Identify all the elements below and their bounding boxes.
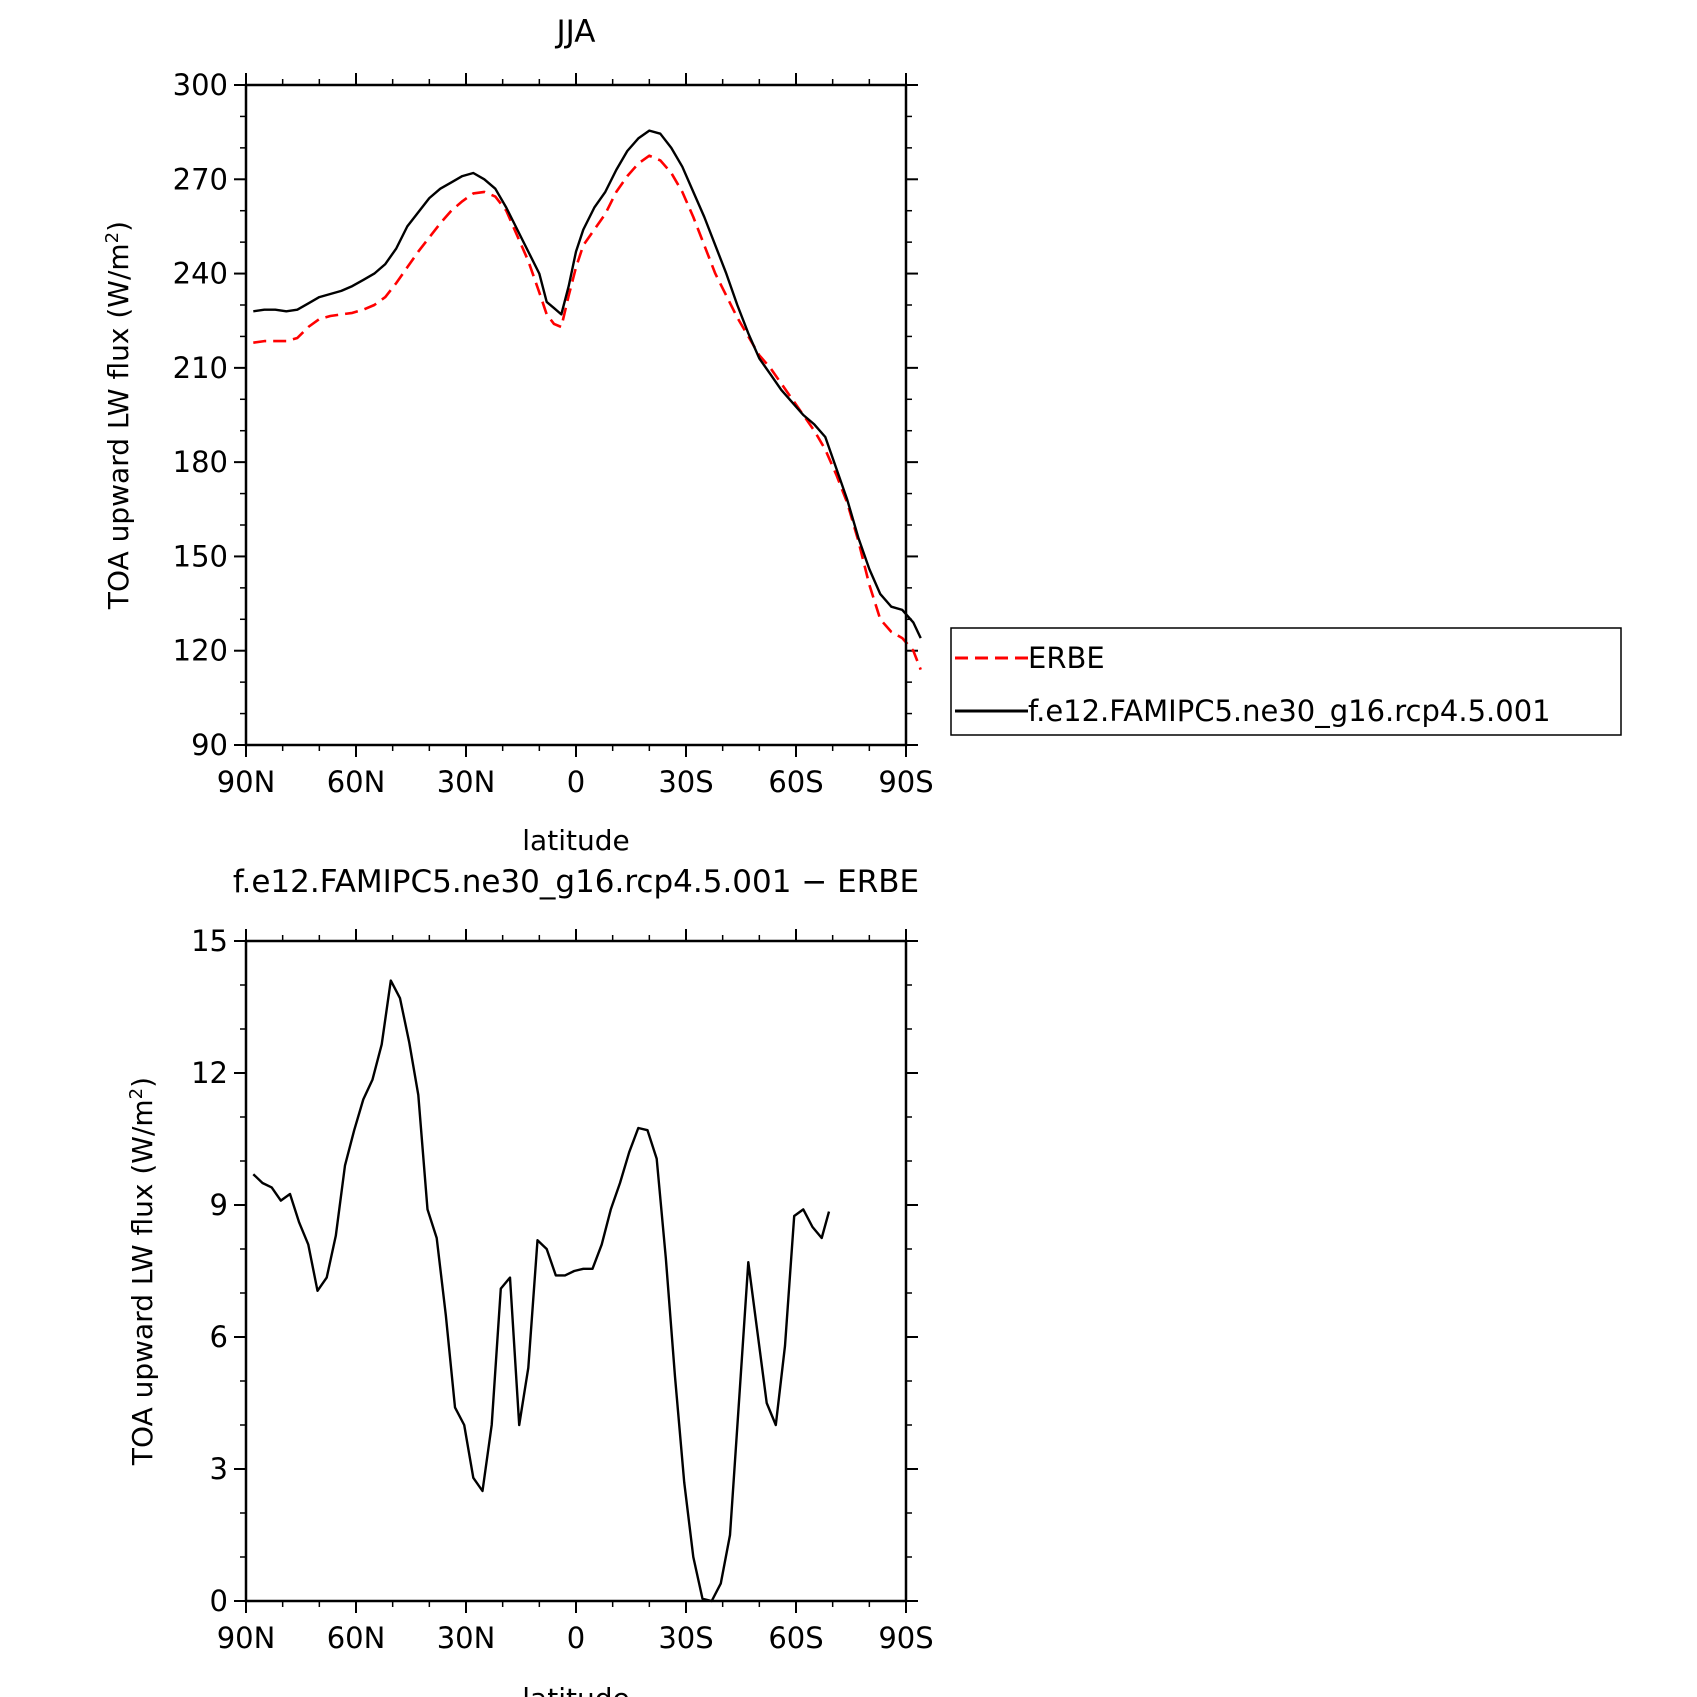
top-chart-ytick-label: 180 [173,445,228,479]
top-chart-xtick-label: 30N [437,765,496,799]
bottom-chart-ytick-label: 9 [210,1188,228,1222]
bottom-chart-ytick-label: 3 [210,1452,228,1486]
bottom-chart-xtick-label: 30S [658,1621,713,1655]
top-chart-xtick-label: 60S [768,765,823,799]
top-chart-xtick-label: 90N [217,765,276,799]
top-chart-ylabel-sup: 2 [102,232,123,243]
top-chart-ytick-label: 90 [191,728,228,762]
bottom-chart-ylabel-end: ) [126,1077,159,1088]
bottom-chart-xtick-label: 60N [327,1621,386,1655]
bottom-chart-ticks: 90N 60N 30N 0 30S 60S 90S 0 3 6 9 12 15 [191,924,934,1655]
bottom-chart-xtick-label: 90N [217,1621,276,1655]
top-chart-ytick-label: 150 [173,539,228,573]
bottom-chart-xlabel: latitude [522,1682,629,1697]
top-chart-xtick-label: 30S [658,765,713,799]
bottom-chart-xtick-label: 90S [878,1621,933,1655]
top-chart-xtick-label: 0 [567,765,585,799]
top-chart-ticks: 90N 60N 30N 0 30S 60S 90S 90 120 150 180 210 240 270 3… [173,68,934,799]
legend-box [950,627,1622,736]
top-chart-series-line-0 [253,154,922,671]
top-chart-xlabel: latitude [522,824,629,857]
legend-model-label: f.e12.FAMIPC5.ne30_g16.rcp4.5.001 [1028,694,1551,728]
top-chart-title: JJA [555,14,596,50]
bottom-chart-xtick-label: 0 [567,1621,585,1655]
bottom-chart-ylabel-main: TOA upward LW flux (W/m [126,1099,159,1466]
top-chart: JJA 90N 60N 30N 0 30S 60S 90S 90 120 150 180 210 240… [102,14,1622,857]
top-chart-ytick-label: 300 [173,68,228,102]
top-chart-plot-frame [244,83,908,747]
top-chart-xtick-label: 90S [878,765,933,799]
bottom-chart-series-line-0 [252,979,831,1603]
bottom-chart-ytick-label: 6 [210,1320,228,1354]
top-chart-ytick-label: 210 [173,351,228,385]
bottom-chart: f.e12.FAMIPC5.ne30_g16.rcp4.5.001 − ERBE… [126,864,934,1697]
bottom-chart-series [252,979,831,1603]
bottom-chart-xtick-label: 60S [768,1621,823,1655]
top-chart-legend: ERBE f.e12.FAMIPC5.ne30_g16.rcp4.5.001 [950,627,1622,736]
top-chart-ylabel-end: ) [102,221,135,232]
bottom-chart-ylabel: TOA upward LW flux (W/m2) [126,1077,159,1466]
top-chart-ytick-label: 240 [173,257,228,291]
bottom-chart-ytick-label: 15 [191,924,228,958]
bottom-chart-plot-frame [244,939,908,1603]
top-chart-ylabel: TOA upward LW flux (W/m2) [102,221,135,610]
top-chart-series [253,129,922,671]
top-chart-xtick-label: 60N [327,765,386,799]
bottom-chart-ytick-label: 0 [210,1584,228,1618]
bottom-chart-ylabel-sup: 2 [126,1088,147,1099]
bottom-chart-xtick-label: 30N [437,1621,496,1655]
bottom-chart-title: f.e12.FAMIPC5.ne30_g16.rcp4.5.001 − ERBE [233,864,919,900]
bottom-chart-ytick-label: 12 [191,1056,228,1090]
top-chart-ytick-label: 120 [173,634,228,668]
top-chart-ylabel-main: TOA upward LW flux (W/m [102,243,135,610]
top-chart-series-line-1 [253,129,922,639]
top-chart-ytick-label: 270 [173,162,228,196]
legend-erbe-label: ERBE [1028,641,1105,675]
